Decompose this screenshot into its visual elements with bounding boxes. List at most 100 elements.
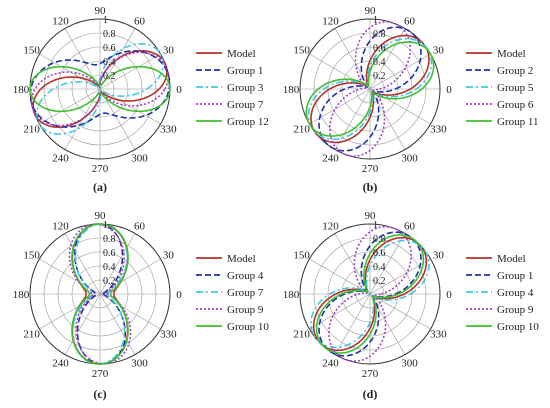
- angle-label: 210: [23, 124, 40, 136]
- angle-label: 270: [362, 368, 379, 380]
- panel-label: (c): [93, 387, 106, 401]
- angle-label: 180: [13, 84, 30, 96]
- angle-label: 60: [134, 16, 146, 28]
- series-line: [73, 223, 127, 365]
- radial-tick-label: 1: [103, 220, 108, 231]
- grid-spoke: [39, 53, 101, 90]
- angle-label: 300: [401, 152, 418, 164]
- grid-spoke: [369, 28, 406, 90]
- series-line: [318, 231, 422, 357]
- grid-spoke: [39, 258, 101, 295]
- grid-spoke: [369, 233, 406, 295]
- angle-label: 210: [293, 124, 310, 136]
- angle-label: 150: [293, 45, 310, 57]
- radial-tick-label: 0.4: [103, 57, 116, 68]
- radial-tick-label: 0.2: [373, 71, 386, 82]
- angle-label: 270: [362, 163, 379, 175]
- angle-label: 240: [52, 152, 69, 164]
- radial-tick-label: 0.8: [373, 29, 386, 40]
- radial-tick-label: 0.4: [373, 262, 386, 273]
- polar-panel: 0.2 0.4 0.6 0.8 1 0 30 60 90 120 150 180 210 240 270 30…: [13, 210, 270, 401]
- polar-panel: 0.2 0.4 0.6 0.8 1 0 30 60 90 120 150 180 210 240 270 30…: [283, 210, 540, 401]
- angle-label: 150: [23, 250, 40, 262]
- legend-entry: Group 4: [497, 287, 534, 299]
- grid-spoke: [99, 258, 161, 295]
- angle-label: 60: [134, 221, 146, 233]
- radial-tick-label: 0.6: [373, 43, 386, 54]
- grid-spoke: [99, 293, 161, 330]
- legend-entry: Group 9: [497, 304, 534, 316]
- legend-entry: Model: [497, 253, 526, 265]
- radial-tick-label: 0.4: [373, 57, 386, 68]
- grid-spoke: [334, 28, 371, 90]
- radial-tick-label: 0.8: [103, 234, 116, 245]
- series-line: [305, 41, 435, 137]
- angle-label: 330: [160, 329, 177, 341]
- angle-label: 300: [131, 357, 148, 369]
- angle-label: 300: [131, 152, 148, 164]
- angle-label: 180: [283, 289, 300, 301]
- radial-tick-label: 1: [373, 220, 378, 231]
- polar-frame: [299, 223, 441, 365]
- legend-entry: Group 2: [497, 65, 533, 77]
- angle-label: 30: [433, 250, 445, 262]
- grid-spoke: [309, 88, 371, 125]
- angle-label: 90: [95, 5, 107, 17]
- radial-tick-label: 0.2: [103, 71, 116, 82]
- legend-entry: Group 4: [227, 270, 264, 282]
- angle-label: 90: [365, 210, 377, 222]
- series-line: [71, 223, 129, 365]
- angle-label: 330: [430, 329, 447, 341]
- series-line: [307, 37, 433, 141]
- radial-tick-label: 0.6: [103, 248, 116, 259]
- radial-tick-label: 0.4: [103, 262, 116, 273]
- angle-label: 90: [365, 5, 377, 17]
- radial-tick-label: 0.8: [103, 29, 116, 40]
- legend-entry: Group 7: [227, 287, 264, 299]
- angle-label: 90: [95, 210, 107, 222]
- series-line: [36, 42, 164, 136]
- legend-entry: Group 5: [497, 82, 534, 94]
- angle-label: 240: [52, 357, 69, 369]
- angle-label: 30: [433, 45, 445, 57]
- series-line: [310, 239, 430, 349]
- angle-label: 270: [92, 368, 109, 380]
- angle-label: 210: [23, 329, 40, 341]
- angle-label: 0: [446, 289, 452, 301]
- angle-label: 240: [322, 152, 339, 164]
- angle-label: 270: [92, 163, 109, 175]
- legend-entry: Model: [227, 48, 256, 60]
- angle-label: 60: [404, 221, 416, 233]
- angle-label: 30: [163, 45, 175, 57]
- angle-label: 150: [293, 250, 310, 262]
- angle-label: 120: [52, 16, 69, 28]
- angle-label: 120: [322, 16, 339, 28]
- series-line: [318, 26, 422, 152]
- grid-spoke: [99, 53, 161, 90]
- series-line: [328, 225, 412, 363]
- angle-label: 120: [322, 221, 339, 233]
- angle-label: 60: [404, 16, 416, 28]
- radial-tick-label: 1: [103, 15, 108, 26]
- angle-label: 210: [293, 329, 310, 341]
- series-line: [29, 65, 171, 113]
- grid-spoke: [99, 88, 161, 125]
- legend-entry: Group 6: [497, 99, 534, 111]
- radial-tick-label: 0.2: [373, 276, 386, 287]
- grid-spoke: [64, 233, 101, 295]
- legend-entry: Group 10: [227, 321, 269, 333]
- grid-spoke: [99, 293, 136, 355]
- legend-entry: Group 10: [497, 321, 539, 333]
- polar-panel: 0.2 0.4 0.6 0.8 1 0 30 60 90 120 150 180 210 240 270 30…: [13, 5, 269, 194]
- grid-spoke: [39, 293, 101, 330]
- legend-entry: Group 12: [227, 116, 269, 128]
- radial-tick-label: 0.2: [103, 276, 116, 287]
- series-line: [315, 234, 425, 354]
- polar-panel: 0.2 0.4 0.6 0.8 1 0 30 60 90 120 150 180 210 240 270 30…: [283, 5, 539, 194]
- grid-spoke: [334, 293, 371, 355]
- legend-entry: Group 7: [227, 99, 264, 111]
- panel-label: (b): [363, 180, 378, 194]
- legend-entry: Group 1: [497, 270, 533, 282]
- angle-label: 0: [176, 289, 182, 301]
